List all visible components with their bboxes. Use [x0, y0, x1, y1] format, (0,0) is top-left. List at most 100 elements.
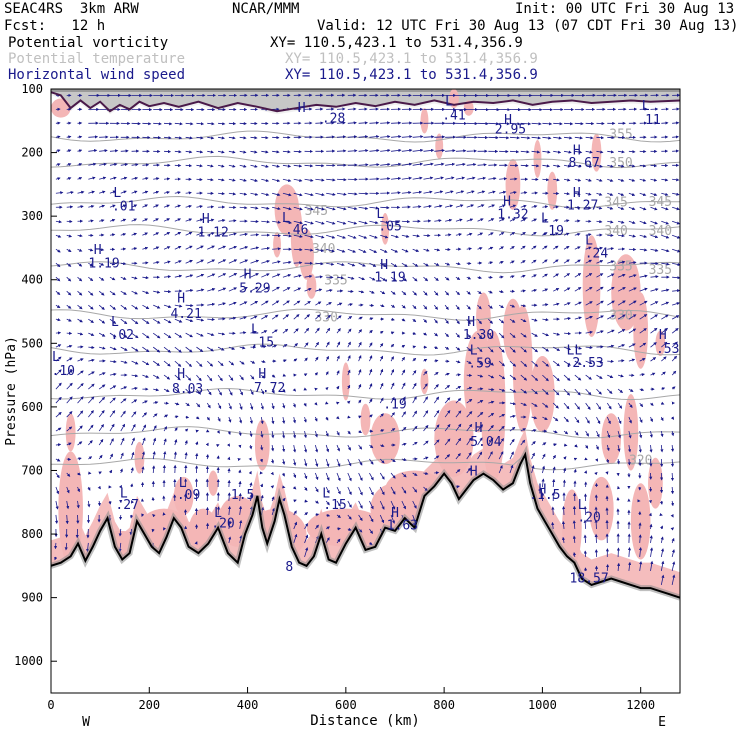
wind-vector: [163, 275, 172, 279]
wind-vector: [358, 206, 369, 210]
wind-vector: [239, 246, 249, 250]
hl-label: 1.19: [374, 271, 405, 286]
pv-blob: [273, 232, 281, 258]
wind-vector: [488, 204, 496, 208]
wind-vector: [563, 192, 570, 196]
field-pv-xy: XY= 110.5,423.1 to 531.4,356.9: [270, 35, 523, 51]
wind-vector: [574, 178, 582, 182]
wind-vector: [639, 287, 648, 292]
wind-vector: [207, 164, 214, 168]
wind-vector: [272, 247, 281, 251]
wind-vector: [293, 261, 303, 265]
wind-vector: [542, 288, 549, 292]
wind-vector: [531, 274, 537, 278]
wind-vector: [445, 190, 454, 194]
wind-vector: [423, 276, 429, 282]
wind-vector: [369, 220, 379, 225]
wind-vector: [585, 246, 592, 250]
wind-vector: [661, 234, 670, 239]
wind-vector: [282, 192, 292, 197]
wind-vector: [131, 247, 138, 251]
theta-contour-label: 355: [609, 128, 632, 143]
wind-vector: [444, 262, 451, 266]
wind-vector: [520, 231, 526, 236]
wind-vector: [423, 262, 429, 267]
wind-vector: [369, 234, 378, 239]
wind-vector: [617, 192, 625, 196]
wind-vector: [336, 276, 345, 280]
wind-vector: [315, 206, 325, 211]
wind-vector: [369, 248, 378, 253]
wind-vector: [509, 136, 520, 140]
y-tick-label: 500: [21, 336, 43, 350]
wind-vector: [282, 234, 292, 238]
wind-vector: [261, 192, 270, 197]
wind-vector: [293, 234, 303, 238]
wind-vector: [326, 288, 333, 293]
wind-vector: [261, 136, 269, 140]
wind-vector: [163, 122, 173, 126]
wind-vector: [563, 232, 570, 236]
wind-vector: [391, 148, 402, 152]
wind-vector: [131, 276, 138, 280]
wind-vector: [423, 135, 435, 139]
wind-vector: [142, 246, 149, 250]
wind-vector: [228, 232, 237, 236]
wind-vector: [99, 162, 107, 166]
field-theta-xy: XY= 110.5,423.1 to 531.4,356.9: [285, 51, 538, 67]
hl-label: 7.72: [254, 381, 285, 396]
wind-vector: [531, 150, 541, 154]
hl-label: .10: [52, 364, 75, 379]
wind-vector: [498, 218, 505, 222]
wind-vector: [628, 234, 636, 238]
wind-vector: [205, 454, 210, 460]
wind-vector: [672, 135, 680, 139]
wind-vector: [315, 178, 325, 182]
wind-vector: [401, 135, 413, 139]
hl-label: .46: [285, 223, 308, 238]
wind-vector: [520, 218, 527, 222]
hl-label: .15: [251, 335, 274, 350]
wind-vector: [628, 150, 636, 154]
wind-vector: [520, 122, 532, 126]
hl-label: 1.27: [567, 199, 598, 214]
wind-vector: [617, 260, 626, 264]
wind-vector: [196, 273, 205, 278]
x-tick-label: 600: [335, 698, 357, 712]
wind-vector: [88, 135, 99, 139]
wind-vector: [574, 232, 581, 237]
wind-vector: [131, 204, 138, 208]
wind-vector: [509, 231, 516, 236]
wind-vector: [574, 246, 581, 250]
wind-vector: [358, 290, 365, 294]
wind-vector: [66, 248, 72, 252]
wind-vector: [564, 122, 574, 126]
wind-vector: [369, 276, 376, 281]
hl-label: 1.30: [463, 328, 494, 343]
wind-vector: [336, 135, 347, 139]
wind-vector: [347, 262, 356, 267]
wind-vector: [304, 220, 314, 225]
wind-vector: [596, 286, 604, 292]
wind-vector: [488, 290, 493, 294]
pv-blob: [420, 108, 429, 134]
wind-vector: [239, 164, 247, 168]
wind-vector: [227, 456, 231, 461]
wind-vector: [66, 262, 72, 267]
wind-vector: [326, 220, 336, 225]
wind-vector: [531, 245, 537, 250]
wind-vector: [218, 136, 225, 140]
wind-vector: [596, 273, 604, 278]
wind-vector: [542, 232, 548, 236]
wind-vector: [596, 178, 603, 182]
wind-vector: [412, 276, 418, 282]
wind-vector: [607, 273, 615, 278]
wind-vector: [336, 149, 347, 153]
wind-vector: [477, 163, 487, 167]
hl-label: .41: [442, 108, 465, 123]
wind-vector: [163, 232, 171, 236]
wind-vector: [174, 232, 182, 236]
wind-vector: [477, 218, 484, 222]
wind-vector: [617, 164, 625, 168]
wind-vector: [293, 192, 303, 197]
